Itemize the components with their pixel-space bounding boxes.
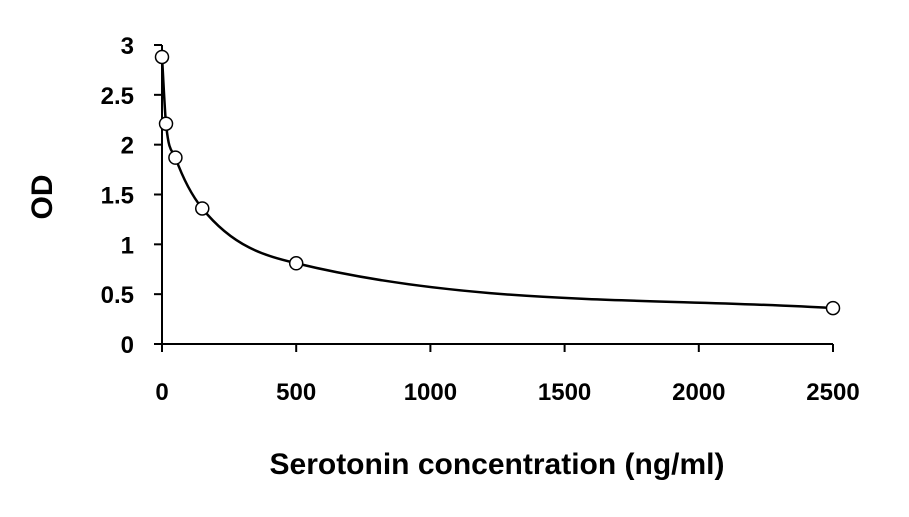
y-axis-title: OD [26, 175, 59, 220]
x-tick-label: 500 [276, 379, 316, 406]
x-axis-title: Serotonin concentration (ng/ml) [270, 448, 725, 481]
data-point [154, 49, 170, 65]
y-tick-label: 1.5 [101, 183, 134, 210]
y-tick-label: 2.5 [101, 83, 134, 110]
data-point [168, 150, 183, 165]
y-tick-label: 1 [121, 232, 134, 259]
series-line [160, 56, 834, 310]
y-tick-label: 3 [121, 33, 134, 60]
y-tick-label: 2 [121, 133, 134, 160]
x-tick-label: 0 [155, 379, 168, 406]
data-point [195, 201, 210, 216]
data-point [825, 300, 841, 316]
plot-area: 0 0.5 1 1.5 2 2.5 3 0 500 1000 1500 2000 2500 [101, 33, 860, 406]
x-tick-label: 1500 [538, 379, 591, 406]
y-tick-label: 0 [121, 332, 134, 359]
y-tick-label: 0.5 [101, 282, 134, 309]
x-tick-label: 2500 [806, 379, 859, 406]
x-tick-label: 1000 [404, 379, 457, 406]
x-tick-label: 2000 [672, 379, 725, 406]
data-point [158, 116, 174, 131]
data-point [288, 256, 304, 271]
